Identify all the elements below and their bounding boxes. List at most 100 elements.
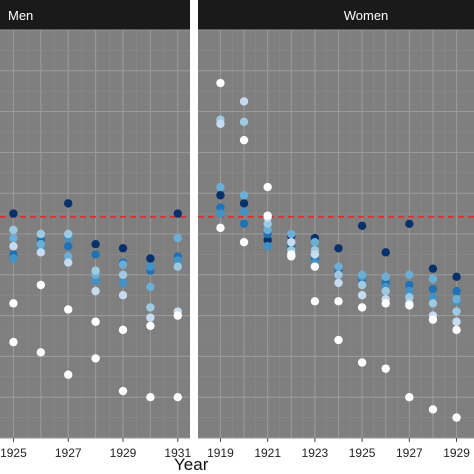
- women-point: [216, 209, 225, 218]
- women-point: [428, 274, 438, 284]
- women-point: [239, 237, 249, 247]
- men-point: [91, 286, 100, 296]
- men-point: [146, 282, 155, 292]
- men-point: [173, 209, 182, 218]
- women-point: [452, 413, 461, 422]
- men-point: [173, 393, 182, 402]
- men-point: [64, 242, 73, 251]
- women-point: [381, 299, 390, 308]
- men-point: [64, 229, 73, 239]
- men-point: [146, 321, 155, 330]
- points-women: [216, 78, 461, 422]
- women-tick-label: 1927: [396, 446, 423, 460]
- men-point: [146, 313, 155, 322]
- women-point: [263, 211, 272, 220]
- men-point: [9, 337, 18, 347]
- women-point: [334, 297, 343, 306]
- x-axis-title: Year: [174, 455, 209, 474]
- women-point: [428, 284, 438, 294]
- women-point: [239, 207, 249, 216]
- men-point: [91, 250, 100, 259]
- women-point: [428, 405, 438, 414]
- women-point: [216, 119, 225, 129]
- women-point: [239, 97, 249, 106]
- women-point: [428, 293, 438, 302]
- strip-men: [0, 0, 190, 30]
- men-point: [146, 254, 155, 263]
- men-point: [9, 254, 18, 263]
- women-point: [405, 393, 414, 402]
- women-point: [381, 248, 390, 257]
- men-point: [118, 278, 128, 288]
- women-point: [310, 262, 320, 271]
- women-tick-label: 1929: [443, 446, 470, 460]
- women-point: [381, 364, 390, 373]
- men-point: [118, 260, 128, 269]
- men-point: [36, 240, 46, 249]
- women-point: [405, 280, 414, 290]
- men-point: [146, 262, 155, 271]
- women-point: [239, 191, 249, 200]
- women-point: [381, 286, 390, 296]
- grid-women: [198, 29, 474, 439]
- women-point: [405, 270, 414, 279]
- men-point: [64, 370, 73, 379]
- men-tick-label: 1931: [164, 446, 191, 460]
- women-point: [263, 182, 272, 192]
- women-point: [310, 237, 320, 247]
- women-point: [405, 293, 414, 302]
- women-tick-label: 1921: [254, 446, 281, 460]
- women-point: [310, 250, 320, 259]
- women-point: [334, 335, 343, 345]
- women-point: [334, 262, 343, 271]
- women-point: [310, 297, 320, 306]
- strip-label-women: Women: [344, 8, 389, 23]
- women-point: [263, 242, 272, 251]
- women-point: [357, 291, 367, 300]
- women-tick-label: 1919: [207, 446, 234, 460]
- women-point: [216, 182, 225, 192]
- women-point: [334, 278, 343, 288]
- women-point: [239, 117, 249, 127]
- women-point: [357, 270, 367, 279]
- men-tick-label: 1925: [0, 446, 27, 460]
- men-point: [9, 242, 18, 251]
- men-point: [64, 305, 73, 314]
- grid-men: [0, 29, 190, 439]
- women-point: [263, 235, 272, 245]
- panel-women: Women 1919 1921 1923 1925 1927 1929: [198, 0, 474, 460]
- men-point: [9, 233, 18, 243]
- men-point: [91, 354, 100, 363]
- men-point: [91, 276, 100, 286]
- women-point: [452, 317, 461, 326]
- men-point: [91, 240, 100, 249]
- women-point: [452, 325, 461, 335]
- women-point: [428, 315, 438, 324]
- points-men: [9, 199, 182, 402]
- men-point: [64, 252, 73, 261]
- men-point: [36, 348, 46, 357]
- men-point: [173, 311, 182, 320]
- men-point: [118, 325, 128, 335]
- strip-women: [198, 0, 474, 30]
- men-point: [9, 299, 18, 308]
- women-point: [216, 78, 225, 88]
- women-point: [287, 229, 296, 239]
- men-point: [36, 280, 46, 290]
- women-tick-label: 1925: [349, 446, 376, 460]
- x-ticks-men: 1925 1927 1929 1931: [0, 438, 191, 460]
- women-point: [357, 303, 367, 312]
- x-ticks-women: 1919 1921 1923 1925 1927 1929: [207, 438, 470, 460]
- men-point: [9, 225, 18, 235]
- men-point: [118, 386, 128, 396]
- women-point: [405, 301, 414, 310]
- women-point: [216, 203, 225, 212]
- women-point: [452, 295, 461, 304]
- panel-men: Men 1925 1927 1929 1931: [0, 0, 191, 460]
- women-point: [239, 199, 249, 208]
- women-point: [287, 237, 296, 247]
- men-point: [118, 244, 128, 253]
- men-point: [9, 209, 18, 218]
- women-point: [381, 272, 390, 282]
- women-point: [239, 219, 249, 228]
